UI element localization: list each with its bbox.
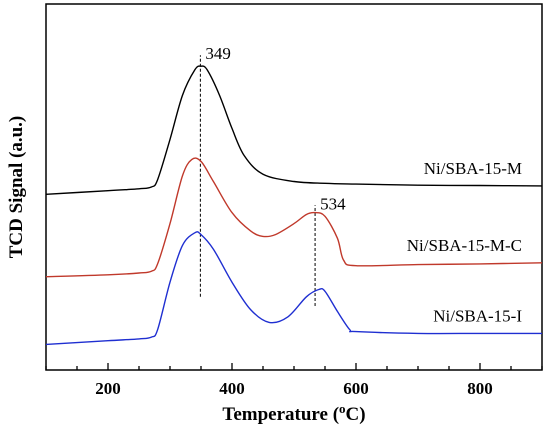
peak-label: 534 xyxy=(320,194,346,213)
series-lines xyxy=(45,65,543,346)
x-tick-label: 400 xyxy=(219,379,245,398)
annotation-guides xyxy=(199,55,316,306)
x-ticks: 200 400 600 800 xyxy=(45,363,543,398)
x-axis-title-main: Temperature ( xyxy=(222,404,339,425)
x-tick-label: 800 xyxy=(467,379,493,398)
series-line xyxy=(45,231,542,346)
x-axis-title-tail: C) xyxy=(346,404,366,425)
series-line xyxy=(45,157,543,278)
series-label: Ni/SBA-15-M xyxy=(424,159,522,178)
annotation-labels: 349 534 xyxy=(205,44,346,213)
peak-label: 349 xyxy=(205,44,231,63)
x-axis-title: Temperature (oC) xyxy=(222,401,365,425)
series-labels: Ni/SBA-15-M Ni/SBA-15-M-C Ni/SBA-15-I xyxy=(407,159,523,325)
x-axis-title-sup: o xyxy=(339,401,346,416)
series-label: Ni/SBA-15-M-C xyxy=(407,236,522,255)
series-line xyxy=(45,65,543,195)
series-label: Ni/SBA-15-I xyxy=(433,306,522,325)
x-tick-label: 200 xyxy=(95,379,121,398)
x-tick-label: 600 xyxy=(343,379,369,398)
plot-area: 200 400 600 800 Ni/SBA-15-MNi/SBA-15-M-CNi/… xyxy=(45,3,543,398)
y-axis-title: TCD Signal (a.u.) xyxy=(6,116,27,259)
